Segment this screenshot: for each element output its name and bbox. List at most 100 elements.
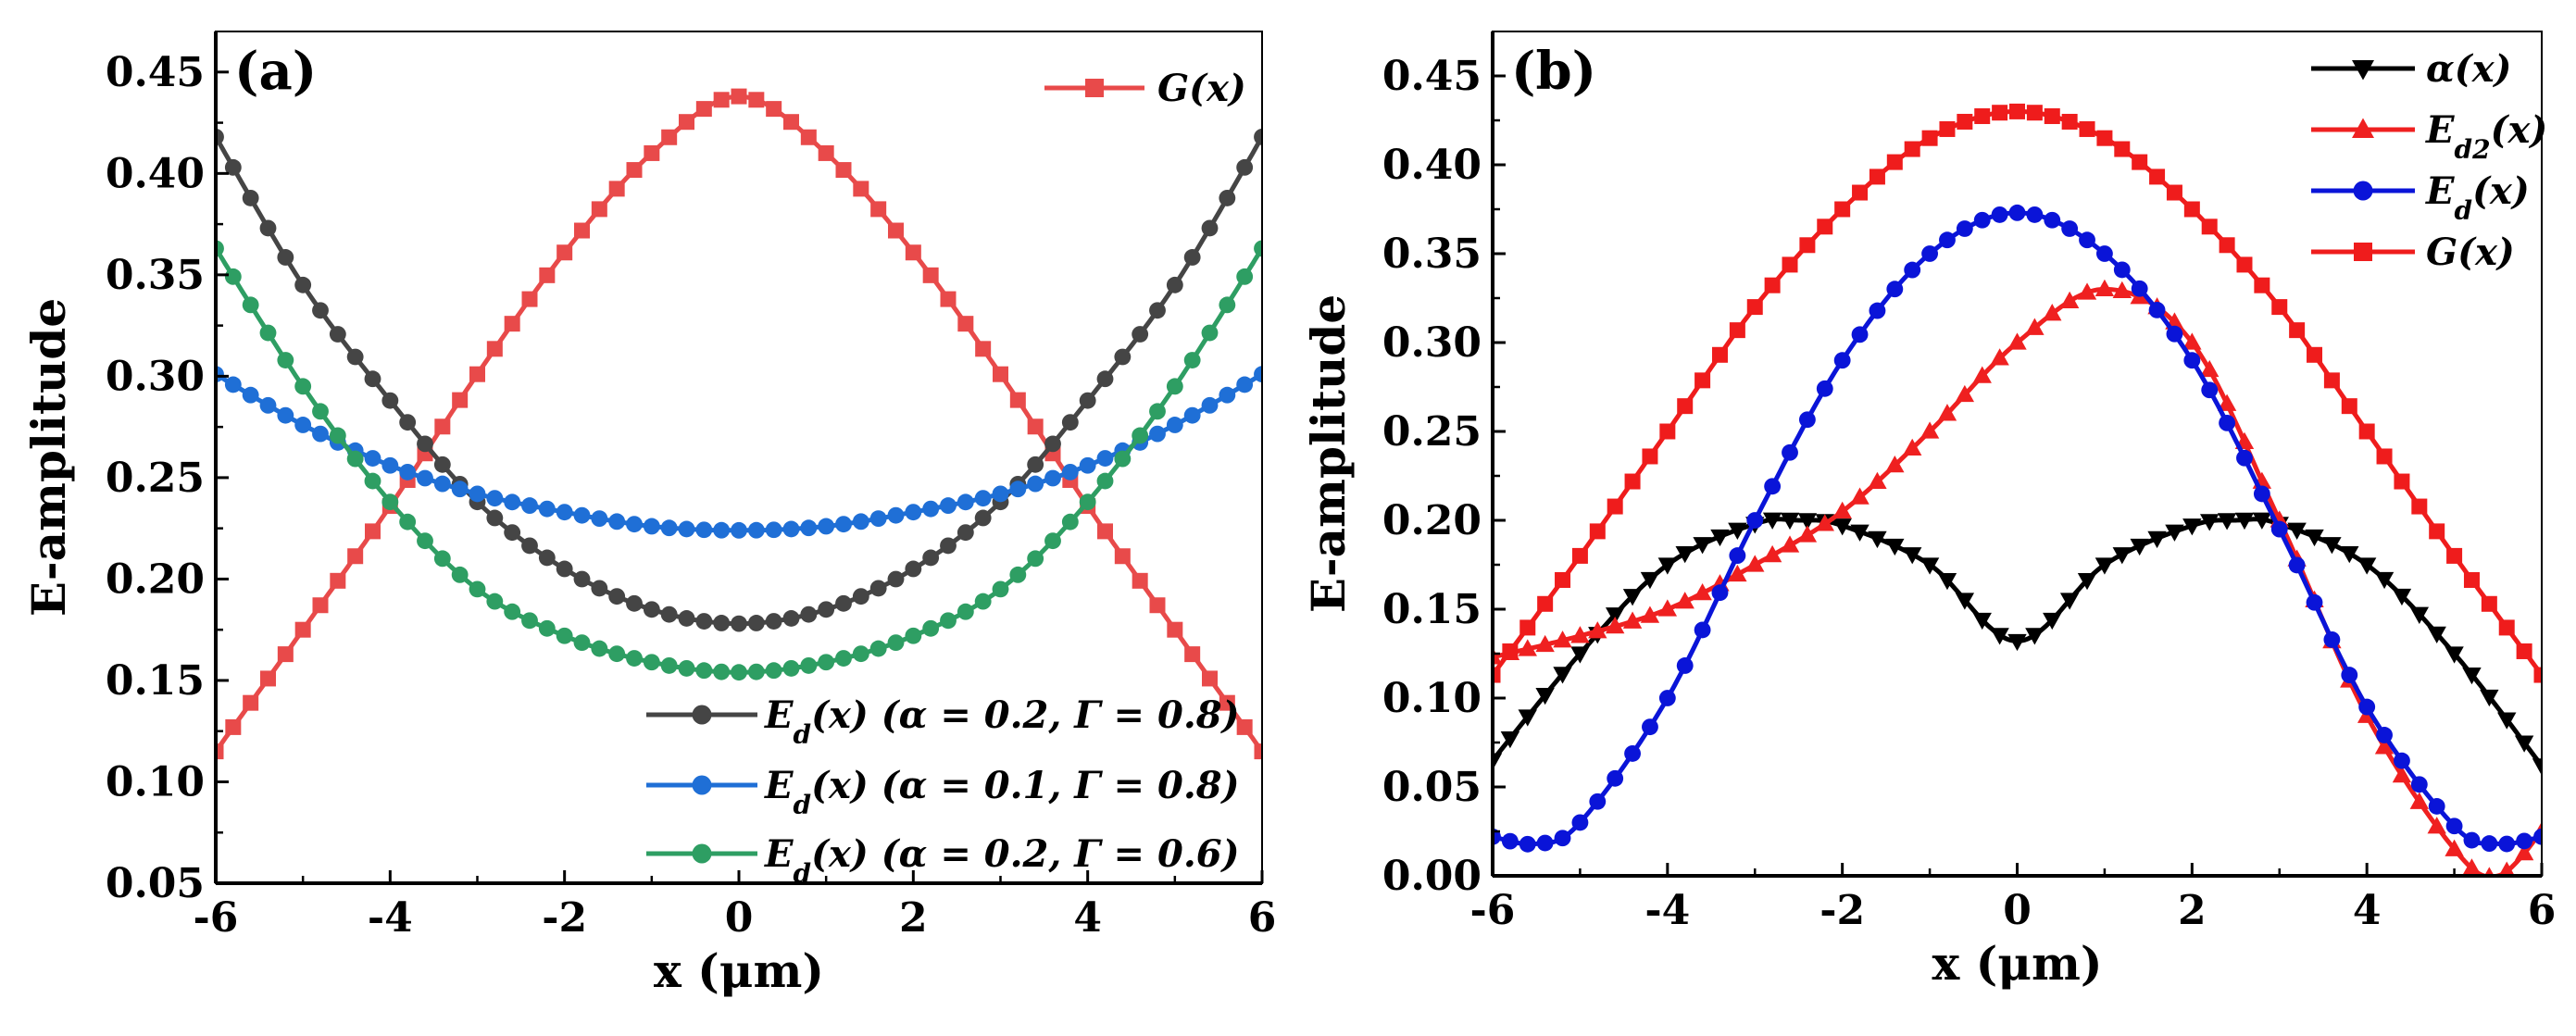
data-point-2-27 (1956, 220, 1973, 237)
series-line-0 (216, 94, 1262, 754)
panel-a-chart: -6 -4 -2 0 2 4 60.050.100.150.200.250.300.350.… (21, 31, 1276, 998)
data-point-3-20 (556, 627, 573, 644)
data-point-1-47 (1027, 456, 1044, 473)
data-point-3-46 (2289, 322, 2306, 339)
data-point-2-3 (259, 396, 277, 414)
data-point-1-53 (2409, 792, 2430, 809)
data-point-2-48 (1044, 469, 1061, 487)
x-tick-label: 6 (1248, 894, 1277, 942)
data-point-1-3 (1535, 634, 1555, 653)
data-point-0-40 (2182, 518, 2202, 536)
data-point-2-25 (1921, 245, 1939, 262)
y-tick-label: 0.40 (106, 150, 205, 197)
data-point-2-12 (1694, 621, 1711, 639)
data-point-3-58 (1219, 296, 1236, 314)
data-point-3-34 (2079, 120, 2095, 137)
data-point-2-11 (399, 463, 417, 481)
data-point-2-43 (2236, 449, 2253, 467)
data-point-3-32 (2044, 107, 2060, 124)
data-point-1-25 (1919, 421, 1940, 439)
data-point-0-34 (800, 129, 817, 145)
data-point-2-24 (626, 516, 643, 533)
data-point-2-34 (2079, 231, 2095, 249)
data-point-2-46 (1009, 481, 1027, 498)
data-point-3-0 (1493, 667, 1501, 683)
data-point-1-59 (2514, 843, 2534, 861)
data-point-2-56 (1183, 406, 1201, 424)
data-point-3-24 (1904, 141, 1920, 157)
legend-item-g (1044, 79, 1144, 97)
data-point-3-60 (1254, 240, 1262, 257)
data-point-1-51 (2374, 737, 2395, 755)
series-2-Ed(x) (α = 0.1, Γ = 0.8) (216, 366, 1262, 539)
data-point-1-52 (2392, 766, 2412, 783)
data-point-2-18 (1798, 411, 1816, 429)
legend-label-ed2: Ed2(x) (2425, 108, 2547, 165)
y-tick-label: 0.20 (1382, 497, 1482, 544)
data-point-1-18 (521, 537, 538, 555)
legend-item-ed-2-marker (692, 843, 712, 864)
data-point-0-37 (853, 181, 869, 197)
data-point-0-0 (1493, 753, 1503, 770)
data-point-2-51 (2376, 727, 2393, 743)
data-point-2-23 (608, 513, 626, 530)
data-point-1-28 (1972, 366, 1992, 383)
data-point-2-42 (940, 497, 957, 515)
data-point-0-16 (486, 341, 503, 357)
data-point-2-20 (1833, 352, 1851, 369)
data-point-3-2 (1519, 619, 1536, 636)
legend-label-alpha: α(x) (2426, 47, 2511, 91)
data-point-3-4 (277, 352, 294, 368)
data-point-2-16 (486, 490, 504, 507)
data-point-0-5 (1570, 646, 1590, 664)
data-point-3-54 (2429, 523, 2445, 540)
data-point-1-58 (1219, 189, 1236, 206)
data-point-2-37 (2131, 280, 2148, 297)
data-point-0-24 (1903, 547, 1922, 565)
legend-label-ed-0: Ed(x) (α = 0.2, Γ = 0.8) (764, 693, 1240, 750)
data-point-1-42 (940, 537, 957, 555)
data-point-2-48 (2323, 630, 2341, 648)
x-tick-label: -2 (542, 894, 587, 942)
data-point-1-19 (538, 549, 556, 567)
data-point-3-14 (451, 566, 469, 583)
data-point-2-44 (2253, 485, 2270, 503)
data-point-1-53 (1132, 326, 1149, 343)
data-point-2-59 (2516, 832, 2533, 850)
data-point-3-28 (695, 662, 713, 680)
data-point-3-7 (329, 427, 346, 444)
data-point-1-39 (887, 570, 905, 588)
data-point-2-19 (538, 500, 556, 518)
data-point-0-53 (2409, 606, 2430, 624)
legend-label-g: G(x) (2426, 231, 2515, 274)
legend-item-g-marker (2354, 243, 2372, 261)
data-point-1-12 (417, 435, 433, 453)
legend-item-ed-1 (646, 775, 757, 795)
data-point-3-41 (922, 619, 940, 637)
data-point-0-2 (243, 694, 259, 711)
data-point-3-1 (1502, 643, 1519, 659)
data-point-0-28 (1972, 612, 1992, 630)
legend-item-ed-0 (646, 705, 757, 725)
series-0-G(x) (216, 88, 1262, 760)
data-point-0-54 (2427, 626, 2446, 643)
data-point-3-8 (346, 450, 364, 468)
data-point-2-1 (224, 376, 242, 393)
data-point-1-27 (678, 610, 695, 627)
data-point-2-34 (800, 519, 818, 537)
data-point-1-22 (591, 580, 608, 597)
data-point-2-13 (1711, 584, 1729, 602)
x-tick-label: 6 (2528, 887, 2557, 934)
data-point-3-11 (399, 513, 417, 530)
y-tick-label: 0.10 (1382, 675, 1482, 722)
data-point-0-33 (2059, 593, 2080, 610)
data-point-2-12 (417, 469, 433, 487)
data-point-2-28 (1973, 211, 1991, 229)
data-point-0-46 (1009, 392, 1026, 408)
data-point-3-26 (660, 656, 678, 674)
data-point-1-6 (1588, 621, 1607, 639)
data-point-2-50 (1079, 456, 1096, 474)
data-point-1-23 (608, 588, 626, 605)
data-point-0-8 (347, 548, 364, 565)
data-point-2-60 (1254, 366, 1262, 383)
